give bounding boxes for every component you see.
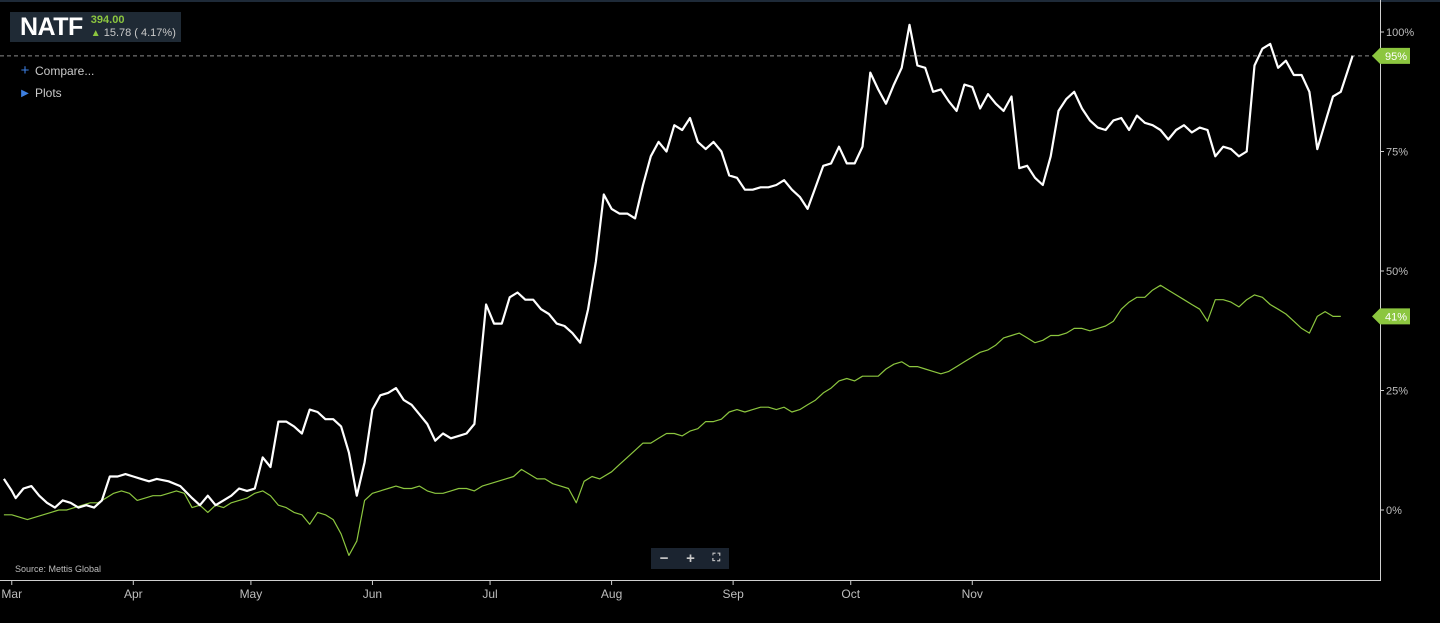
plots-label: Plots xyxy=(35,86,62,100)
ticker-change-row: ▲ 15.78 ( 4.17%) xyxy=(91,27,176,40)
y-tick-label: 25% xyxy=(1386,386,1408,398)
x-tick-label: Nov xyxy=(962,587,983,601)
ticker-quote: 394.00 ▲ 15.78 ( 4.17%) xyxy=(91,14,176,40)
ticker-symbol: NATF xyxy=(20,12,83,41)
x-tick-label: Jun xyxy=(363,587,382,601)
arrow-up-icon: ▲ xyxy=(90,28,101,39)
zoom-out-button[interactable]: − xyxy=(659,550,669,567)
source-label: Source: Mettis Global xyxy=(15,564,102,574)
badge-label: 41% xyxy=(1385,311,1407,323)
end-badge-compare: 41% xyxy=(1372,308,1410,325)
x-tick-label: Mar xyxy=(1,587,22,601)
series-line-primary xyxy=(2,23,1354,509)
x-tick-label: Sep xyxy=(722,587,744,601)
series-line-compare xyxy=(3,284,1341,556)
chart-axes: 100% 75% 50% 25% 0% Mar Apr May Jun Jul Aug Sep Oct N… xyxy=(0,0,1414,601)
y-tick-label: 100% xyxy=(1386,27,1414,39)
badge-label: 95% xyxy=(1385,51,1407,63)
zoom-controls: − + ⛶ xyxy=(651,548,729,569)
x-tick-label: Jul xyxy=(482,587,497,601)
zoom-in-button[interactable]: + xyxy=(686,550,695,567)
y-tick-label: 50% xyxy=(1386,266,1408,278)
compare-label: Compare... xyxy=(35,63,95,78)
x-tick-label: May xyxy=(240,587,263,601)
x-tick-label: Aug xyxy=(601,587,622,601)
x-tick-label: Oct xyxy=(841,587,860,601)
chart-series xyxy=(2,23,1354,556)
ticker-header: NATF 394.00 ▲ 15.78 ( 4.17%) xyxy=(10,12,181,42)
ticker-change: 15.78 ( 4.17%) xyxy=(103,27,176,39)
y-tick-label: 0% xyxy=(1386,505,1402,517)
triangle-right-icon: ▶ xyxy=(21,87,29,99)
fullscreen-icon[interactable]: ⛶ xyxy=(712,552,721,564)
compare-button[interactable]: + Compare... xyxy=(20,62,95,79)
chart-end-badges: 95% 41% xyxy=(1372,47,1410,325)
badge-shape xyxy=(1372,47,1410,64)
top-border xyxy=(0,0,1440,2)
badge-shape xyxy=(1372,308,1410,325)
end-badge-primary: 95% xyxy=(1372,47,1410,64)
x-tick-label: Apr xyxy=(124,587,143,601)
plots-button[interactable]: ▶ Plots xyxy=(20,86,62,100)
y-tick-label: 75% xyxy=(1386,147,1408,159)
ticker-price: 394.00 xyxy=(90,14,125,26)
plus-icon: + xyxy=(20,62,30,79)
